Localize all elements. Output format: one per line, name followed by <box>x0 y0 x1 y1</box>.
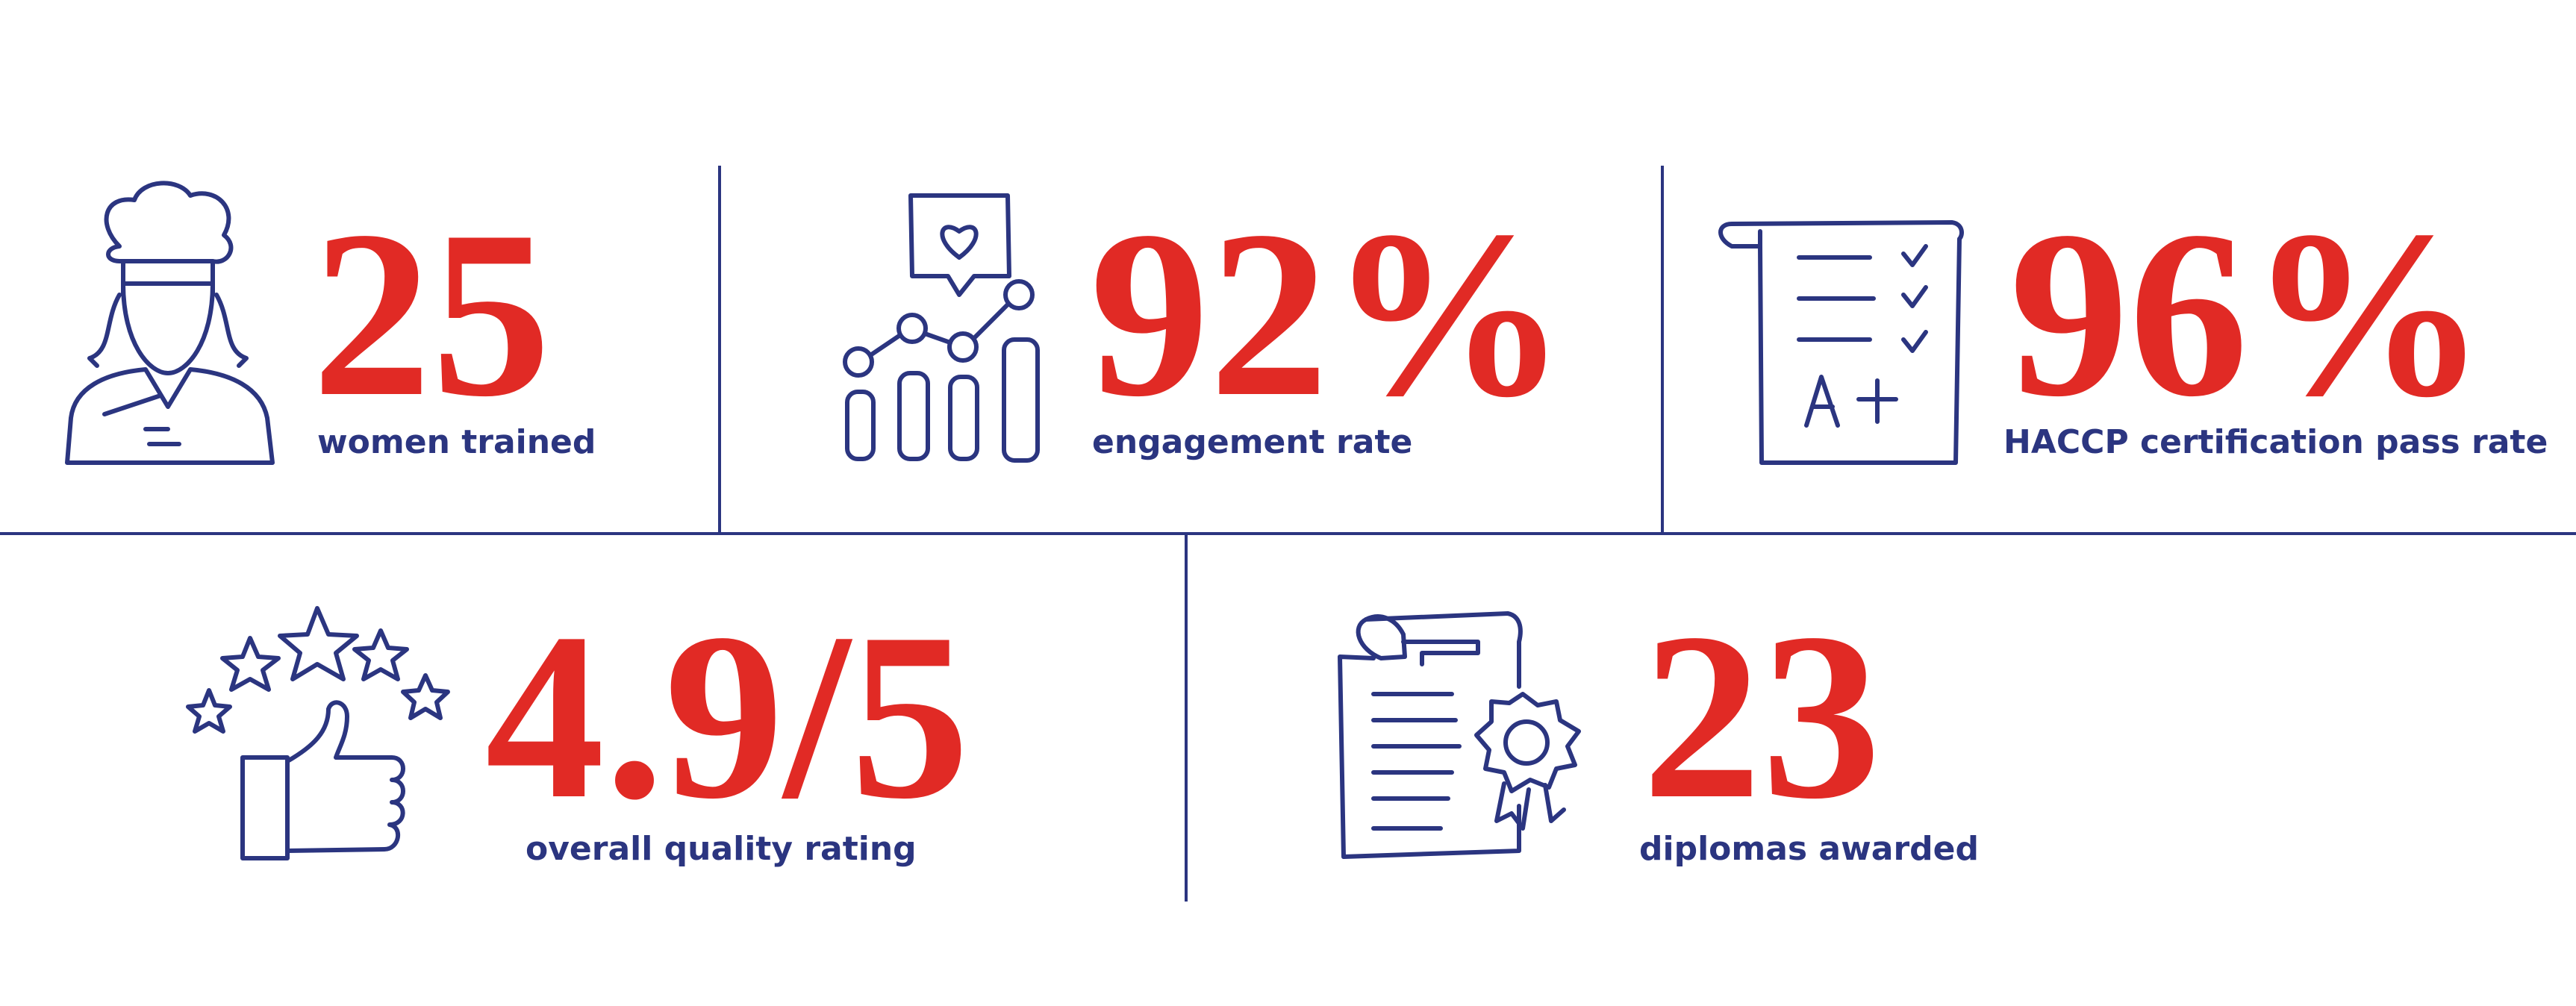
stat-value: 4.9/5 <box>485 584 970 849</box>
rating-icon <box>186 606 450 860</box>
stat-label: women trained <box>317 423 596 461</box>
stat-value: 96% <box>2009 182 2487 446</box>
diploma-icon <box>1338 611 1581 859</box>
stat-label: engagement rate <box>1092 423 1412 461</box>
chef-icon <box>65 181 275 465</box>
stat-value: 25 <box>312 182 551 446</box>
stat-label: HACCP certification pass rate <box>2003 423 2548 461</box>
stat-value: 23 <box>1642 584 1881 849</box>
stat-label: diplomas awarded <box>1639 830 1979 868</box>
stat-value: 92% <box>1090 182 1568 446</box>
exam-icon <box>1718 220 1964 465</box>
engagement-icon <box>843 193 1040 463</box>
stat-label: overall quality rating <box>526 830 917 868</box>
